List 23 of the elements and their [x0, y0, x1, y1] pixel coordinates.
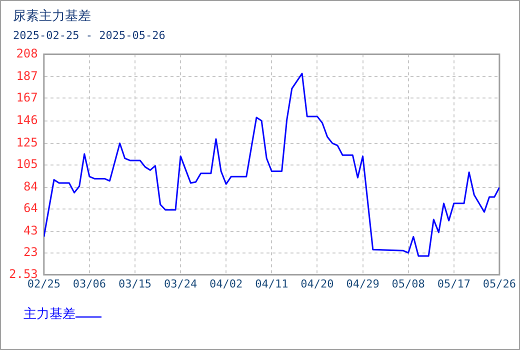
y-tick-label: 208: [16, 46, 38, 60]
y-tick-label: 84: [23, 179, 38, 194]
y-tick-label: 167: [16, 90, 38, 104]
x-tick-label: 03/15: [118, 277, 152, 290]
x-tick-label: 04/02: [210, 277, 243, 290]
y-tick-label: 146: [16, 112, 38, 127]
x-tick-label: 05/26: [482, 277, 516, 290]
y-tick-label: 125: [16, 135, 38, 150]
legend-label: 主力基差: [24, 306, 102, 322]
x-tick-label: 03/24: [164, 277, 198, 290]
x-tick-label: 05/08: [392, 277, 425, 290]
x-tick-label: 04/29: [346, 277, 380, 290]
y-tick-label: 23: [23, 244, 38, 259]
chart-subtitle: 2025-02-25 - 2025-05-26: [13, 29, 166, 42]
x-tick-label: 04/20: [300, 277, 334, 290]
chart-title: 尿素主力基差: [13, 8, 91, 25]
x-tick-label: 05/17: [437, 277, 470, 290]
y-tick-label: 105: [16, 156, 38, 171]
x-tick-label: 03/06: [72, 277, 106, 290]
y-tick-label: 64: [23, 200, 38, 215]
y-tick-label: 43: [23, 223, 38, 238]
x-tick-label: 04/11: [255, 277, 288, 290]
y-tick-label: 187: [16, 68, 38, 83]
